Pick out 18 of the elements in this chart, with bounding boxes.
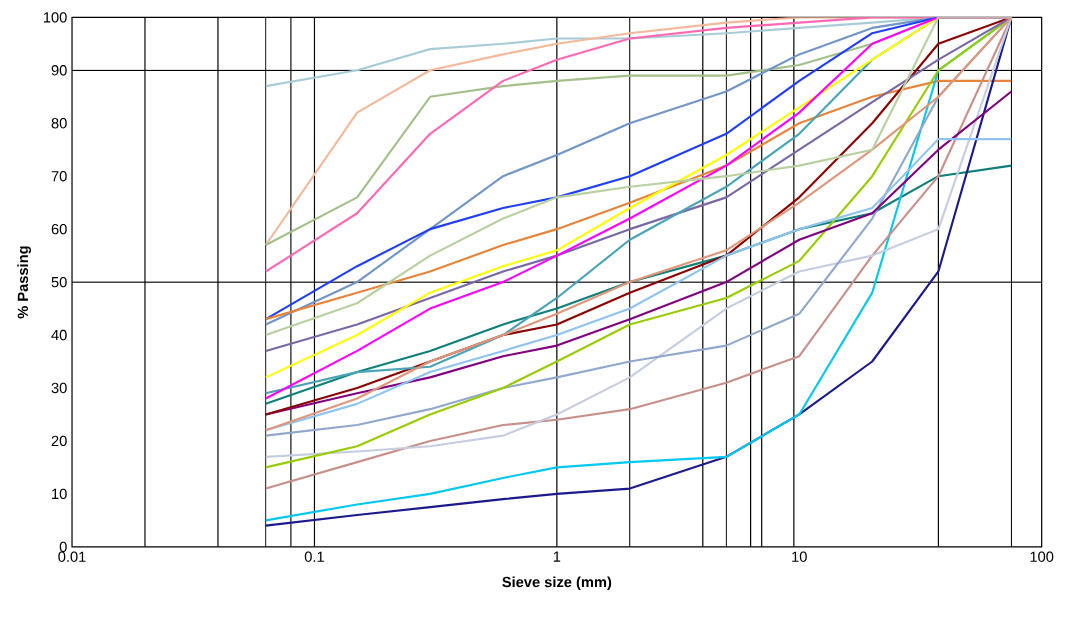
- y-tick-label: 50: [51, 276, 67, 288]
- y-tick-label: 40: [51, 329, 67, 341]
- x-tick-label: 100: [1030, 551, 1054, 562]
- y-tick-label: 30: [51, 382, 67, 394]
- y-tick-label: 10: [52, 488, 67, 499]
- y-tick-label: 60: [51, 223, 67, 235]
- y-tick-label: 0: [59, 541, 67, 552]
- y-tick-label: 80: [51, 117, 67, 129]
- x-tick-label: 0.01: [58, 551, 86, 562]
- x-tick-label: 10: [792, 551, 807, 562]
- y-tick-label: 20: [51, 435, 67, 447]
- y-tick-label: 70: [51, 170, 67, 182]
- y-tick-label: 100: [43, 12, 67, 23]
- y-tick-label: 90: [51, 65, 67, 76]
- y-axis-title: % Passing: [17, 246, 32, 319]
- x-tick-label: 0.1: [304, 551, 324, 562]
- x-tick-label: 1: [553, 551, 561, 562]
- x-axis-title: Sieve size (mm): [502, 576, 612, 590]
